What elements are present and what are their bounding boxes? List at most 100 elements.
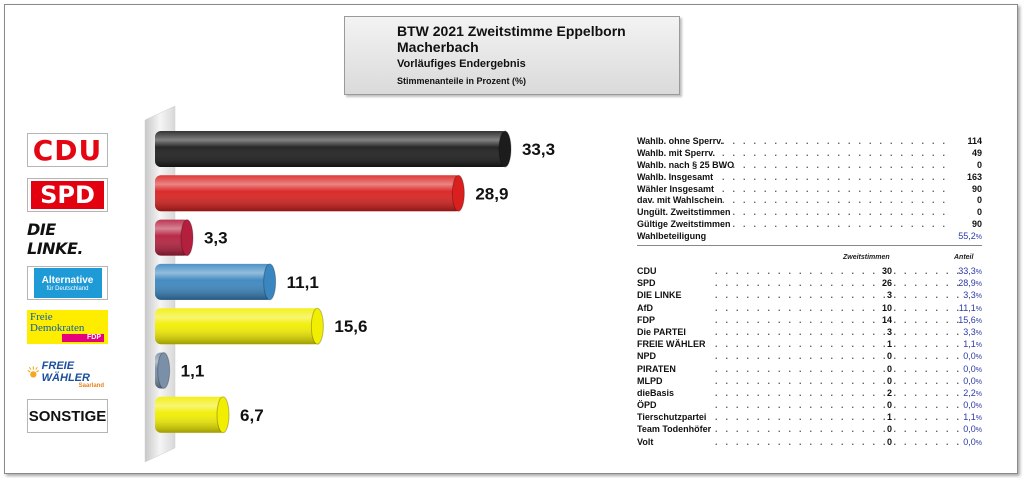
party-share-value: 0,0 bbox=[963, 436, 976, 447]
party-votes: 0 bbox=[886, 351, 892, 362]
stat-label: Ungült. Zweitstimmen bbox=[637, 207, 731, 218]
percent-sign: % bbox=[975, 342, 982, 350]
party-share: 0,0% bbox=[963, 375, 982, 389]
spd-logo-text: SPD bbox=[40, 181, 95, 209]
bar-sonstige: 6,7 bbox=[155, 396, 264, 434]
bar-highlight bbox=[155, 219, 190, 256]
party-name: PIRATEN bbox=[637, 363, 676, 374]
sun-icon bbox=[27, 366, 40, 378]
party-share: 0,0% bbox=[963, 423, 982, 437]
party-name: DIE LINKE bbox=[637, 290, 682, 301]
stat-label: Wahlb. mit Sperrv. bbox=[637, 147, 716, 158]
afd-logo: Alternative für Deutschland bbox=[27, 266, 108, 300]
fdp-logo: Freie Demokraten FDP bbox=[27, 310, 108, 344]
stat-value: 114 bbox=[967, 136, 982, 146]
party-share: 3,3% bbox=[963, 289, 982, 303]
percent-sign: % bbox=[975, 317, 982, 325]
party-votes: 14 bbox=[881, 314, 892, 325]
party-votes: 30 bbox=[881, 266, 892, 276]
bar-end-cap bbox=[498, 130, 512, 168]
die-linke-logo: DIE LINKE. bbox=[27, 222, 108, 256]
stat-row: ..............................Wahlb. Ins… bbox=[637, 171, 982, 182]
party-share-value: 0,0 bbox=[963, 375, 976, 386]
afd-logo-subtext: für Deutschland bbox=[46, 285, 89, 292]
afd-logo-text: Alternative bbox=[41, 274, 94, 286]
percent-sign: % bbox=[975, 427, 982, 435]
stat-row: ..............................Wähler Ins… bbox=[637, 183, 982, 194]
spd-logo: SPD bbox=[27, 178, 108, 212]
party-votes: 0 bbox=[886, 436, 892, 447]
party-share-value: 28,9 bbox=[958, 278, 976, 289]
party-name: Volt bbox=[637, 436, 654, 447]
party-share: 11,1% bbox=[959, 302, 982, 316]
party-share: 3,3% bbox=[963, 326, 982, 340]
party-votes: 1 bbox=[886, 412, 892, 423]
stat-label: Wähler Insgesamt bbox=[637, 183, 715, 194]
chart-subtitle: Vorläufiges Endergebnis bbox=[397, 58, 526, 70]
percent-sign: % bbox=[975, 281, 982, 289]
bar-fdp: 15,6 bbox=[155, 307, 367, 345]
table-separator bbox=[637, 245, 982, 246]
party-share-value: 0,0 bbox=[963, 351, 976, 362]
party-name: dieBasis bbox=[637, 387, 675, 398]
party-votes: 2 bbox=[886, 387, 892, 398]
bar-highlight bbox=[155, 263, 273, 300]
bar-spd: 28,9 bbox=[155, 174, 508, 212]
party-votes: 3 bbox=[886, 290, 892, 301]
party-votes: 0 bbox=[886, 400, 892, 411]
party-name: CDU bbox=[637, 266, 657, 276]
party-share: 28,9% bbox=[958, 277, 982, 291]
cdu-logo-text: CDU bbox=[32, 133, 103, 167]
turnout-unit: % bbox=[975, 234, 982, 242]
party-share: 0,0% bbox=[963, 350, 982, 364]
stat-value: 0 bbox=[976, 207, 982, 218]
stat-row: ..............................Gültige Zw… bbox=[637, 219, 982, 230]
statistics-table: ..............................Wahlb. ohn… bbox=[637, 136, 982, 243]
party-name: SPD bbox=[637, 278, 656, 289]
party-row: ..........................Die PARTEI33,3… bbox=[637, 326, 982, 338]
bar-end-cap bbox=[180, 219, 194, 257]
percent-sign: % bbox=[975, 305, 982, 313]
party-results-table: ..........................CDU3033,3%....… bbox=[637, 265, 982, 448]
bar-value-label: 33,3 bbox=[522, 140, 555, 159]
party-share: 2,2% bbox=[963, 387, 982, 401]
percent-sign: % bbox=[975, 354, 982, 362]
party-name: Tierschutzpartei bbox=[637, 412, 707, 423]
party-votes: 1 bbox=[886, 339, 892, 350]
party-row: ..........................Tierschutzpart… bbox=[637, 411, 982, 423]
party-row: ..........................Team Todenhöfe… bbox=[637, 423, 982, 435]
percent-sign: % bbox=[975, 366, 982, 374]
party-share: 0,0% bbox=[963, 436, 982, 450]
freie-waehler-logo: FREIE WÄHLER Saarland bbox=[27, 355, 108, 389]
sonstige-logo: SONSTIGE bbox=[27, 399, 108, 433]
fdp-logo-bar: FDP bbox=[62, 334, 104, 342]
bar-end-cap bbox=[216, 396, 230, 434]
party-row: ..........................FREIE WÄHLER11… bbox=[637, 338, 982, 350]
bar-highlight bbox=[155, 308, 321, 345]
bar-end-cap bbox=[451, 174, 465, 212]
stat-label: Gültige Zweitstimmen bbox=[637, 219, 731, 230]
party-votes: 0 bbox=[886, 363, 892, 374]
party-share-value: 3,3 bbox=[963, 326, 976, 337]
bar-cdu: 33,3 bbox=[155, 130, 555, 168]
bar-highlight bbox=[155, 175, 462, 212]
stat-value: 90 bbox=[971, 219, 982, 230]
party-share: 1,1% bbox=[963, 411, 982, 425]
turnout-number: 55,2 bbox=[958, 231, 976, 242]
bar-highlight bbox=[155, 131, 508, 167]
bar-freie-w-hler: 1,1 bbox=[155, 352, 204, 389]
bar-value-label: 6,7 bbox=[240, 406, 264, 425]
percent-sign: % bbox=[975, 269, 982, 276]
turnout-value: 55,2% bbox=[958, 231, 982, 244]
stat-value: 49 bbox=[971, 147, 982, 158]
stat-label: dav. mit Wahlschein bbox=[637, 195, 723, 206]
party-votes: 3 bbox=[886, 326, 892, 337]
sonstige-logo-text: SONSTIGE bbox=[28, 407, 107, 425]
party-share: 1,1% bbox=[963, 338, 982, 352]
